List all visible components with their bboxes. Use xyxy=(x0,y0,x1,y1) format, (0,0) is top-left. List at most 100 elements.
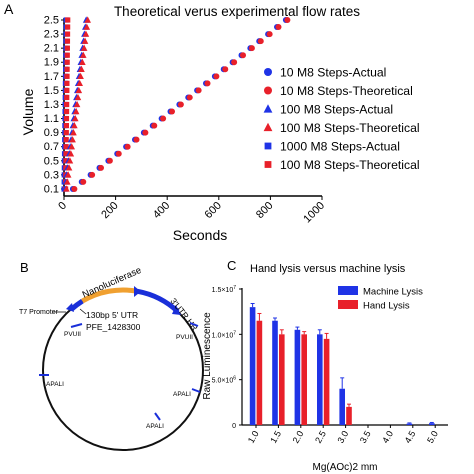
chart-a-point xyxy=(63,178,71,185)
chart-a-point xyxy=(71,185,78,192)
chart-a-point xyxy=(64,66,70,72)
chart-a-point xyxy=(275,24,282,31)
t7-promoter-label: T7 Promoter xyxy=(19,309,59,316)
chart-a-legend-label: 10 M8 Steps-Actual xyxy=(280,66,386,80)
nanoluciferase-arc xyxy=(81,287,138,304)
chart-a-point xyxy=(142,129,149,136)
chart-a-ytick-label: 0.1 xyxy=(44,183,59,195)
chart-a-point xyxy=(248,45,255,52)
chart-a-point xyxy=(65,17,71,23)
chart-c-bar xyxy=(301,334,307,425)
chart-c-xtick-label: 1.5 xyxy=(268,429,283,445)
panel-c-chart: Hand lysis versus machine lysis 0 5.0×106… xyxy=(202,263,448,473)
chart-a-ytick-label: 1.7 xyxy=(44,71,59,83)
chart-a-ylabel: Volume xyxy=(20,88,36,135)
chart-a-legend-label: 100 M8 Steps-Actual xyxy=(280,103,393,117)
chart-a-point xyxy=(63,151,69,157)
panel-label-c: C xyxy=(227,258,236,273)
chart-c-ytick-label: 1.5×107 xyxy=(212,285,237,294)
chart-a-ytick-label: 0.3 xyxy=(44,169,59,181)
chart-a-legend-marker xyxy=(264,86,272,95)
chart-a-xtick-label: 0 xyxy=(56,200,69,213)
chart-c-legend-label: Machine Lysis xyxy=(363,287,423,298)
chart-c-legend-swatch xyxy=(338,300,358,309)
chart-c-xtick-label: 2.5 xyxy=(313,429,328,445)
t7-arrowhead xyxy=(66,303,74,312)
chart-a-xtick-label: 800 xyxy=(254,200,275,221)
chart-a-legend-label: 100 M8 Steps-Theoretical xyxy=(280,121,420,135)
chart-a-point xyxy=(71,122,78,129)
chart-a-point xyxy=(64,52,70,58)
chart-a-point xyxy=(64,38,71,44)
chart-a-point xyxy=(64,101,70,108)
chart-a-point xyxy=(177,101,184,108)
chart-a-point xyxy=(240,52,247,59)
chart-a-point xyxy=(133,136,140,143)
panel-label-b: B xyxy=(20,260,29,275)
chart-a-point xyxy=(74,93,82,101)
chart-a-point xyxy=(64,87,70,93)
chart-a-legend-marker xyxy=(263,104,273,113)
chart-a-point xyxy=(76,79,84,87)
chart-a-point xyxy=(63,144,69,150)
chart-a-point xyxy=(213,73,220,80)
chart-a-point xyxy=(231,59,238,66)
chart-c-title: Hand lysis versus machine lysis xyxy=(250,263,406,275)
chart-a-point xyxy=(284,17,291,23)
chart-c-bar xyxy=(429,423,435,425)
chart-a-point xyxy=(79,58,86,65)
utr5-label: 130bp 5' UTR xyxy=(86,310,138,320)
utr5-arc xyxy=(70,298,84,311)
chart-a-point xyxy=(64,73,70,79)
chart-a-ytick-label: 0.7 xyxy=(44,141,59,153)
chart-a-legend-marker xyxy=(264,142,272,150)
chart-a-xtick-label: 400 xyxy=(151,200,172,221)
chart-a-point xyxy=(68,143,76,150)
chart-c-legend-swatch xyxy=(338,286,358,295)
nanoluciferase-label: Nanoluciferase xyxy=(81,265,143,301)
apali-site-3 xyxy=(154,412,161,421)
panel-label-a: A xyxy=(4,1,14,17)
chart-c-bar xyxy=(406,423,413,425)
chart-a-point xyxy=(222,66,229,73)
pvuii-site-2 xyxy=(189,322,199,327)
chart-c-bar xyxy=(249,307,256,425)
chart-a-legend-label: 100 M8 Steps-Theoretical xyxy=(280,158,420,172)
chart-a-xlabel: Seconds xyxy=(173,227,227,243)
chart-a-point xyxy=(63,137,69,143)
chart-a-ytick-label: 0.5 xyxy=(44,155,59,167)
chart-a-point xyxy=(69,136,76,143)
chart-c-xtick-label: 3.5 xyxy=(358,429,373,445)
chart-a-point xyxy=(80,44,88,51)
chart-a-point xyxy=(115,150,122,157)
pvuii-label-1: PVUII xyxy=(64,331,81,338)
chart-a-point xyxy=(83,23,91,30)
chart-a-title: Theoretical verus experimental flow rate… xyxy=(114,4,360,19)
pvuii-label-2: PVUII xyxy=(176,334,193,341)
chart-a-point xyxy=(160,115,167,122)
chart-c-bar xyxy=(317,334,323,425)
chart-a-point xyxy=(80,178,87,185)
chart-a-point xyxy=(89,171,96,178)
chart-a-point xyxy=(151,122,158,129)
chart-c-bar xyxy=(294,329,301,425)
chart-a-point xyxy=(63,130,69,136)
chart-c-ytick-label: 1.0×107 xyxy=(212,330,237,339)
utr5-leader xyxy=(79,308,87,315)
apali-label-2: APALI xyxy=(173,391,191,398)
chart-c-bar xyxy=(339,388,345,425)
chart-c-xtick-label: 5.0 xyxy=(425,429,440,445)
apali-label-1: APALI xyxy=(46,381,64,388)
chart-a-point xyxy=(64,80,70,86)
chart-a-point xyxy=(98,164,105,171)
chart-a-point xyxy=(64,59,70,65)
chart-a-point xyxy=(73,100,81,108)
chart-a-point xyxy=(64,94,70,101)
chart-a-legend-marker xyxy=(264,161,272,168)
chart-a-point xyxy=(63,185,70,192)
chart-a-ytick-label: 0.9 xyxy=(44,127,59,139)
chart-a-xtick-label: 200 xyxy=(99,200,120,221)
chart-a-xtick-label: 1000 xyxy=(301,200,327,226)
chart-c-xtick-label: 2.0 xyxy=(291,429,306,445)
